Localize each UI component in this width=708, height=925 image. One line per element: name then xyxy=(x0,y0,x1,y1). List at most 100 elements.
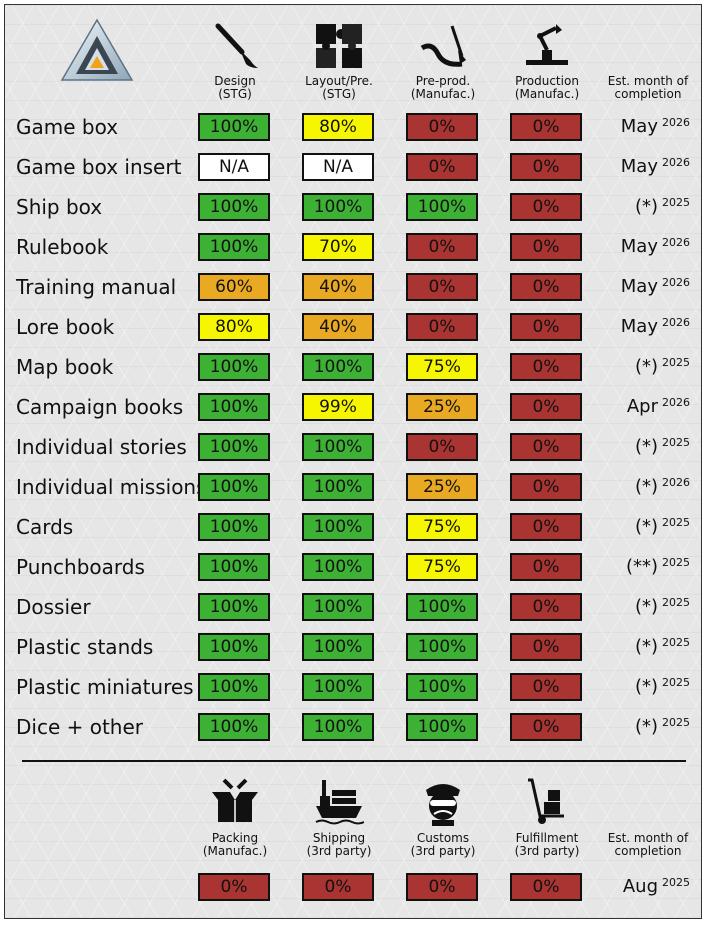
est-completion: (*) 2026 xyxy=(580,475,690,499)
status-cell: 100% xyxy=(302,193,374,221)
row-label: Game box xyxy=(16,115,119,139)
status-cell: 100% xyxy=(198,433,270,461)
column-header-preprod: Pre-prod. (Manufac.) xyxy=(393,75,493,101)
column-label: Customs xyxy=(416,831,470,845)
est-completion: (*) 2025 xyxy=(580,715,690,739)
status-cell: 100% xyxy=(302,353,374,381)
cargo-ship-icon xyxy=(315,780,364,825)
column-header-packing: Packing (Manufac.) xyxy=(185,832,285,858)
status-cell: 0% xyxy=(510,593,582,621)
section-divider xyxy=(22,760,686,762)
status-cell: 60% xyxy=(198,273,270,301)
status-cell: 100% xyxy=(198,633,270,661)
status-cell: 0% xyxy=(510,353,582,381)
paintbrush-icon xyxy=(215,23,258,68)
status-cell: 100% xyxy=(302,633,374,661)
tools-icon xyxy=(420,25,466,67)
status-cell: 100% xyxy=(406,713,478,741)
est-year: 2026 xyxy=(662,156,690,169)
est-month: (*) xyxy=(634,476,658,497)
est-header-line1: Est. month of xyxy=(607,831,689,845)
status-cell: 80% xyxy=(198,313,270,341)
row-label: Training manual xyxy=(16,275,177,299)
status-cell: 100% xyxy=(302,553,374,581)
status-cell: 100% xyxy=(406,593,478,621)
est-month: May xyxy=(620,116,658,137)
est-year: 2026 xyxy=(662,116,690,129)
status-cell: 0% xyxy=(406,313,478,341)
est-month: (*) xyxy=(634,436,658,457)
status-cell: 100% xyxy=(406,193,478,221)
robot-arm-icon xyxy=(526,24,568,65)
est-year: 2025 xyxy=(662,556,690,569)
est-month: May xyxy=(620,276,658,297)
status-cell: 100% xyxy=(198,513,270,541)
est-completion: Aug 2025 xyxy=(580,875,690,899)
est-year: 2025 xyxy=(662,356,690,369)
column-sublabel: (3rd party) xyxy=(514,844,580,858)
column-sublabel: (Manufac.) xyxy=(514,87,580,101)
status-cell: 75% xyxy=(406,553,478,581)
status-cell: 0% xyxy=(510,273,582,301)
status-cell: 75% xyxy=(406,513,478,541)
status-cell: 100% xyxy=(198,233,270,261)
est-month: (*) xyxy=(634,676,658,697)
status-cell: 80% xyxy=(302,113,374,141)
status-cell: 0% xyxy=(510,673,582,701)
status-cell: 100% xyxy=(406,633,478,661)
column-header-customs: Customs (3rd party) xyxy=(393,832,493,858)
row-label: Cards xyxy=(16,515,74,539)
status-cell: 40% xyxy=(302,273,374,301)
status-cell: 99% xyxy=(302,393,374,421)
row-label: Individual stories xyxy=(16,435,187,459)
est-completion: May 2026 xyxy=(580,115,690,139)
status-cell: 40% xyxy=(302,313,374,341)
status-cell: 0% xyxy=(510,313,582,341)
est-month: Aug xyxy=(622,876,658,897)
status-cell: 100% xyxy=(198,393,270,421)
status-cell: 0% xyxy=(510,713,582,741)
status-cell: 100% xyxy=(198,593,270,621)
status-cell: 0% xyxy=(406,153,478,181)
status-cell: 0% xyxy=(510,153,582,181)
est-year: 2026 xyxy=(662,276,690,289)
open-box-icon xyxy=(212,778,258,822)
est-month: (*) xyxy=(634,716,658,737)
est-completion: May 2026 xyxy=(580,235,690,259)
status-cell: 100% xyxy=(198,473,270,501)
row-label: Plastic miniatures xyxy=(16,675,194,699)
status-cell: 0% xyxy=(510,193,582,221)
est-month: (*) xyxy=(634,636,658,657)
status-cell: 0% xyxy=(510,113,582,141)
column-label: Packing xyxy=(211,831,259,845)
status-cell: 70% xyxy=(302,233,374,261)
hand-truck-icon xyxy=(528,778,564,824)
est-year: 2025 xyxy=(662,876,690,889)
status-cell: 0% xyxy=(406,113,478,141)
row-label: Game box insert xyxy=(16,155,182,179)
status-cell: 0% xyxy=(510,553,582,581)
column-header-production: Production (Manufac.) xyxy=(497,75,597,101)
est-completion: May 2026 xyxy=(580,315,690,339)
status-cell: 0% xyxy=(510,633,582,661)
est-completion-header: Est. month of completion xyxy=(600,75,696,101)
column-header-design: Design (STG) xyxy=(185,75,285,101)
status-cell: 100% xyxy=(406,673,478,701)
status-cell: 100% xyxy=(302,433,374,461)
est-year: 2025 xyxy=(662,636,690,649)
est-month: (*) xyxy=(634,516,658,537)
status-cell: 100% xyxy=(198,353,270,381)
row-label: Campaign books xyxy=(16,395,184,419)
est-year: 2025 xyxy=(662,676,690,689)
est-year: 2025 xyxy=(662,196,690,209)
status-cell: 0% xyxy=(510,873,582,901)
status-cell: 100% xyxy=(198,113,270,141)
status-cell: 0% xyxy=(510,433,582,461)
column-header-shipping: Shipping (3rd party) xyxy=(289,832,389,858)
status-cell: 0% xyxy=(510,393,582,421)
status-cell: 0% xyxy=(406,233,478,261)
status-cell: 25% xyxy=(406,473,478,501)
status-cell: 100% xyxy=(198,553,270,581)
est-year: 2026 xyxy=(662,396,690,409)
column-sublabel: (STG) xyxy=(322,87,356,101)
